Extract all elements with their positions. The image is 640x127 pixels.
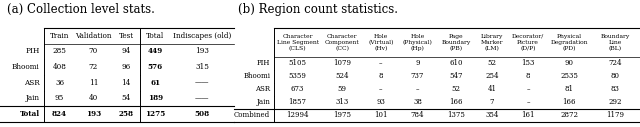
Text: –: – bbox=[416, 85, 419, 93]
Text: 292: 292 bbox=[609, 98, 622, 106]
Text: 96: 96 bbox=[122, 63, 131, 71]
Text: Decorator/
Picture
(D/P): Decorator/ Picture (D/P) bbox=[512, 34, 544, 51]
Text: –: – bbox=[526, 85, 530, 93]
Text: PIH: PIH bbox=[26, 47, 40, 55]
Text: 93: 93 bbox=[376, 98, 385, 106]
Text: Train: Train bbox=[50, 32, 69, 40]
Text: Boundary
Line
(BL): Boundary Line (BL) bbox=[601, 34, 630, 51]
Text: 40: 40 bbox=[89, 94, 98, 102]
Text: Physical
Degradation
(PD): Physical Degradation (PD) bbox=[550, 34, 588, 51]
Text: Library
Marker
(LM): Library Marker (LM) bbox=[481, 34, 503, 51]
Text: 54: 54 bbox=[122, 94, 131, 102]
Text: 313: 313 bbox=[336, 98, 349, 106]
Text: –: – bbox=[379, 85, 383, 93]
Text: Character
Line Segment
(CLS): Character Line Segment (CLS) bbox=[276, 34, 319, 51]
Text: 36: 36 bbox=[55, 79, 64, 87]
Text: 9: 9 bbox=[415, 59, 420, 67]
Text: 285: 285 bbox=[52, 47, 67, 55]
Text: Character
Component
(CC): Character Component (CC) bbox=[325, 34, 360, 51]
Text: ——: —— bbox=[195, 79, 209, 87]
Text: 784: 784 bbox=[411, 111, 424, 119]
Text: Total: Total bbox=[146, 32, 164, 40]
Text: 95: 95 bbox=[55, 94, 64, 102]
Text: 80: 80 bbox=[611, 72, 620, 80]
Text: 166: 166 bbox=[563, 98, 576, 106]
Text: 94: 94 bbox=[122, 47, 131, 55]
Text: 189: 189 bbox=[148, 94, 163, 102]
Text: 1079: 1079 bbox=[333, 59, 351, 67]
Text: ASR: ASR bbox=[255, 85, 270, 93]
Text: 1975: 1975 bbox=[333, 111, 351, 119]
Text: 315: 315 bbox=[195, 63, 209, 71]
Text: 524: 524 bbox=[335, 72, 349, 80]
Text: 5359: 5359 bbox=[289, 72, 307, 80]
Text: ——: —— bbox=[195, 94, 209, 102]
Text: 1375: 1375 bbox=[447, 111, 465, 119]
Text: 5105: 5105 bbox=[289, 59, 307, 67]
Text: 1179: 1179 bbox=[607, 111, 625, 119]
Text: Bhoomi: Bhoomi bbox=[12, 63, 40, 71]
Text: 449: 449 bbox=[148, 47, 163, 55]
Text: 14: 14 bbox=[122, 79, 131, 87]
Text: Jain: Jain bbox=[26, 94, 40, 102]
Text: 193: 193 bbox=[86, 110, 101, 118]
Text: Bhoomi: Bhoomi bbox=[243, 72, 270, 80]
Text: Indiscapes (old): Indiscapes (old) bbox=[173, 32, 231, 40]
Text: 1275: 1275 bbox=[145, 110, 166, 118]
Text: 2872: 2872 bbox=[560, 111, 578, 119]
Text: 508: 508 bbox=[195, 110, 210, 118]
Text: Hole
(Physical)
(Hp): Hole (Physical) (Hp) bbox=[403, 34, 433, 51]
Text: 408: 408 bbox=[52, 63, 67, 71]
Text: Validation: Validation bbox=[75, 32, 112, 40]
Text: 166: 166 bbox=[449, 98, 463, 106]
Text: 101: 101 bbox=[374, 111, 388, 119]
Text: (a) Collection level stats.: (a) Collection level stats. bbox=[7, 3, 155, 15]
Text: PIH: PIH bbox=[257, 59, 270, 67]
Text: 737: 737 bbox=[411, 72, 424, 80]
Text: –: – bbox=[379, 59, 383, 67]
Text: 824: 824 bbox=[52, 110, 67, 118]
Text: 547: 547 bbox=[449, 72, 463, 80]
Text: 12994: 12994 bbox=[286, 111, 309, 119]
Text: Total: Total bbox=[20, 110, 40, 118]
Text: 72: 72 bbox=[89, 63, 98, 71]
Text: 81: 81 bbox=[564, 85, 573, 93]
Text: 59: 59 bbox=[338, 85, 347, 93]
Text: 83: 83 bbox=[611, 85, 620, 93]
Text: 8: 8 bbox=[379, 72, 383, 80]
Text: 193: 193 bbox=[195, 47, 209, 55]
Text: 11: 11 bbox=[89, 79, 98, 87]
Text: Test: Test bbox=[118, 32, 134, 40]
Text: 161: 161 bbox=[522, 111, 535, 119]
Text: 254: 254 bbox=[485, 72, 499, 80]
Text: Combined: Combined bbox=[234, 111, 270, 119]
Text: –: – bbox=[526, 98, 530, 106]
Text: Page
Boundary
(PB): Page Boundary (PB) bbox=[442, 34, 471, 51]
Text: 8: 8 bbox=[526, 72, 531, 80]
Text: 354: 354 bbox=[485, 111, 499, 119]
Text: (b) Region count statistics.: (b) Region count statistics. bbox=[237, 3, 397, 15]
Text: 52: 52 bbox=[488, 59, 497, 67]
Text: Jain: Jain bbox=[256, 98, 270, 106]
Text: 2535: 2535 bbox=[560, 72, 578, 80]
Text: 38: 38 bbox=[413, 98, 422, 106]
Text: 41: 41 bbox=[488, 85, 497, 93]
Text: 673: 673 bbox=[291, 85, 304, 93]
Text: ASR: ASR bbox=[24, 79, 40, 87]
Text: 70: 70 bbox=[89, 47, 98, 55]
Text: 1857: 1857 bbox=[289, 98, 307, 106]
Text: 7: 7 bbox=[490, 98, 494, 106]
Text: 610: 610 bbox=[449, 59, 463, 67]
Text: 576: 576 bbox=[148, 63, 163, 71]
Text: 61: 61 bbox=[150, 79, 161, 87]
Text: 724: 724 bbox=[609, 59, 622, 67]
Text: 258: 258 bbox=[118, 110, 134, 118]
Text: Hole
(Virtual)
(Hv): Hole (Virtual) (Hv) bbox=[368, 34, 394, 51]
Text: 90: 90 bbox=[564, 59, 573, 67]
Text: 153: 153 bbox=[522, 59, 535, 67]
Text: 52: 52 bbox=[452, 85, 461, 93]
